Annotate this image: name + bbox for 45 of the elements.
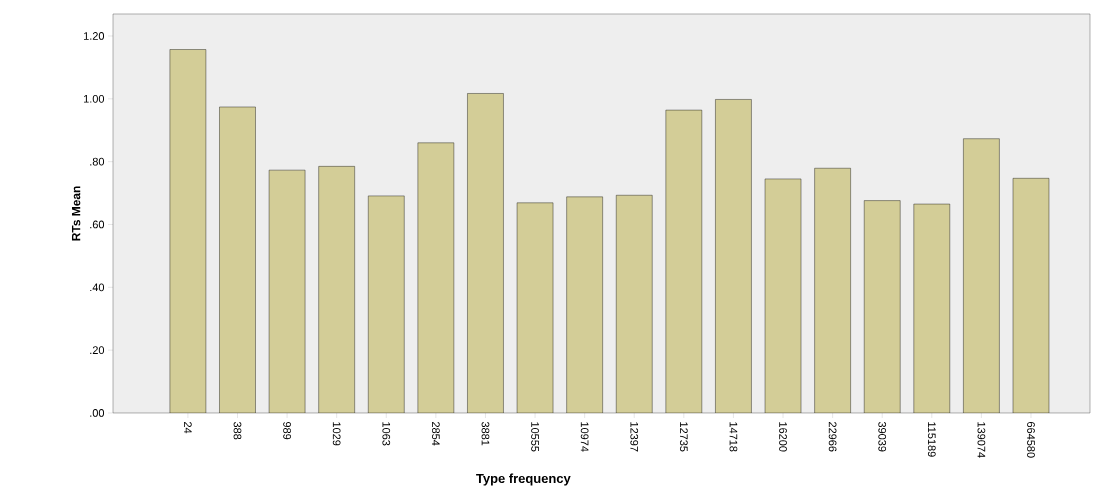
bar xyxy=(665,110,702,413)
y-tick-label: 1.20 xyxy=(83,32,105,40)
x-tick-label: 388 xyxy=(233,421,242,440)
x-tick-label: 10974 xyxy=(580,422,589,452)
bar xyxy=(1012,178,1050,413)
y-axis-title: RTs Mean xyxy=(71,186,81,241)
x-tick-label: 16200 xyxy=(779,422,787,452)
y-tick-label: .40 xyxy=(90,283,105,292)
bar xyxy=(467,93,504,413)
x-tick-label: 989 xyxy=(283,422,291,440)
x-tick-label: 12397 xyxy=(630,422,639,452)
bar xyxy=(864,200,901,413)
bar xyxy=(765,178,802,413)
bar xyxy=(269,170,306,413)
x-tick-label: 12735 xyxy=(679,422,688,452)
bar xyxy=(715,99,752,413)
x-tick-label: 664580 xyxy=(1027,422,1035,458)
y-tick-label: 1.00 xyxy=(83,94,105,103)
x-tick-label: 39039 xyxy=(878,421,887,452)
bar xyxy=(963,138,1000,413)
bar xyxy=(814,168,851,413)
y-tick-label: .20 xyxy=(90,346,105,355)
x-tick-label: 2854 xyxy=(431,422,440,446)
bar xyxy=(566,196,603,413)
x-tick-label: 3881 xyxy=(481,421,490,446)
x-tick-label: 14718 xyxy=(729,422,738,452)
y-tick-label: .60 xyxy=(90,220,105,229)
x-tick-label: 1029 xyxy=(332,422,341,446)
x-tick-label: 10555 xyxy=(531,422,539,452)
bar xyxy=(318,166,355,413)
bar xyxy=(169,49,206,413)
y-tick-label: .80 xyxy=(90,157,105,166)
x-tick-label: 115189 xyxy=(927,422,936,457)
bar xyxy=(913,204,950,413)
bar xyxy=(517,202,554,413)
y-tick-label: .00 xyxy=(90,409,105,417)
x-tick-label: 139074 xyxy=(977,422,986,458)
bar xyxy=(417,142,454,413)
x-tick-label: 24 xyxy=(184,422,192,434)
x-tick-label: 1063 xyxy=(382,422,391,446)
bar xyxy=(616,195,653,413)
bar xyxy=(368,195,405,413)
x-axis-title: Type frequency xyxy=(476,473,571,486)
x-tick-label: 22966 xyxy=(828,422,837,452)
bar xyxy=(219,106,256,413)
